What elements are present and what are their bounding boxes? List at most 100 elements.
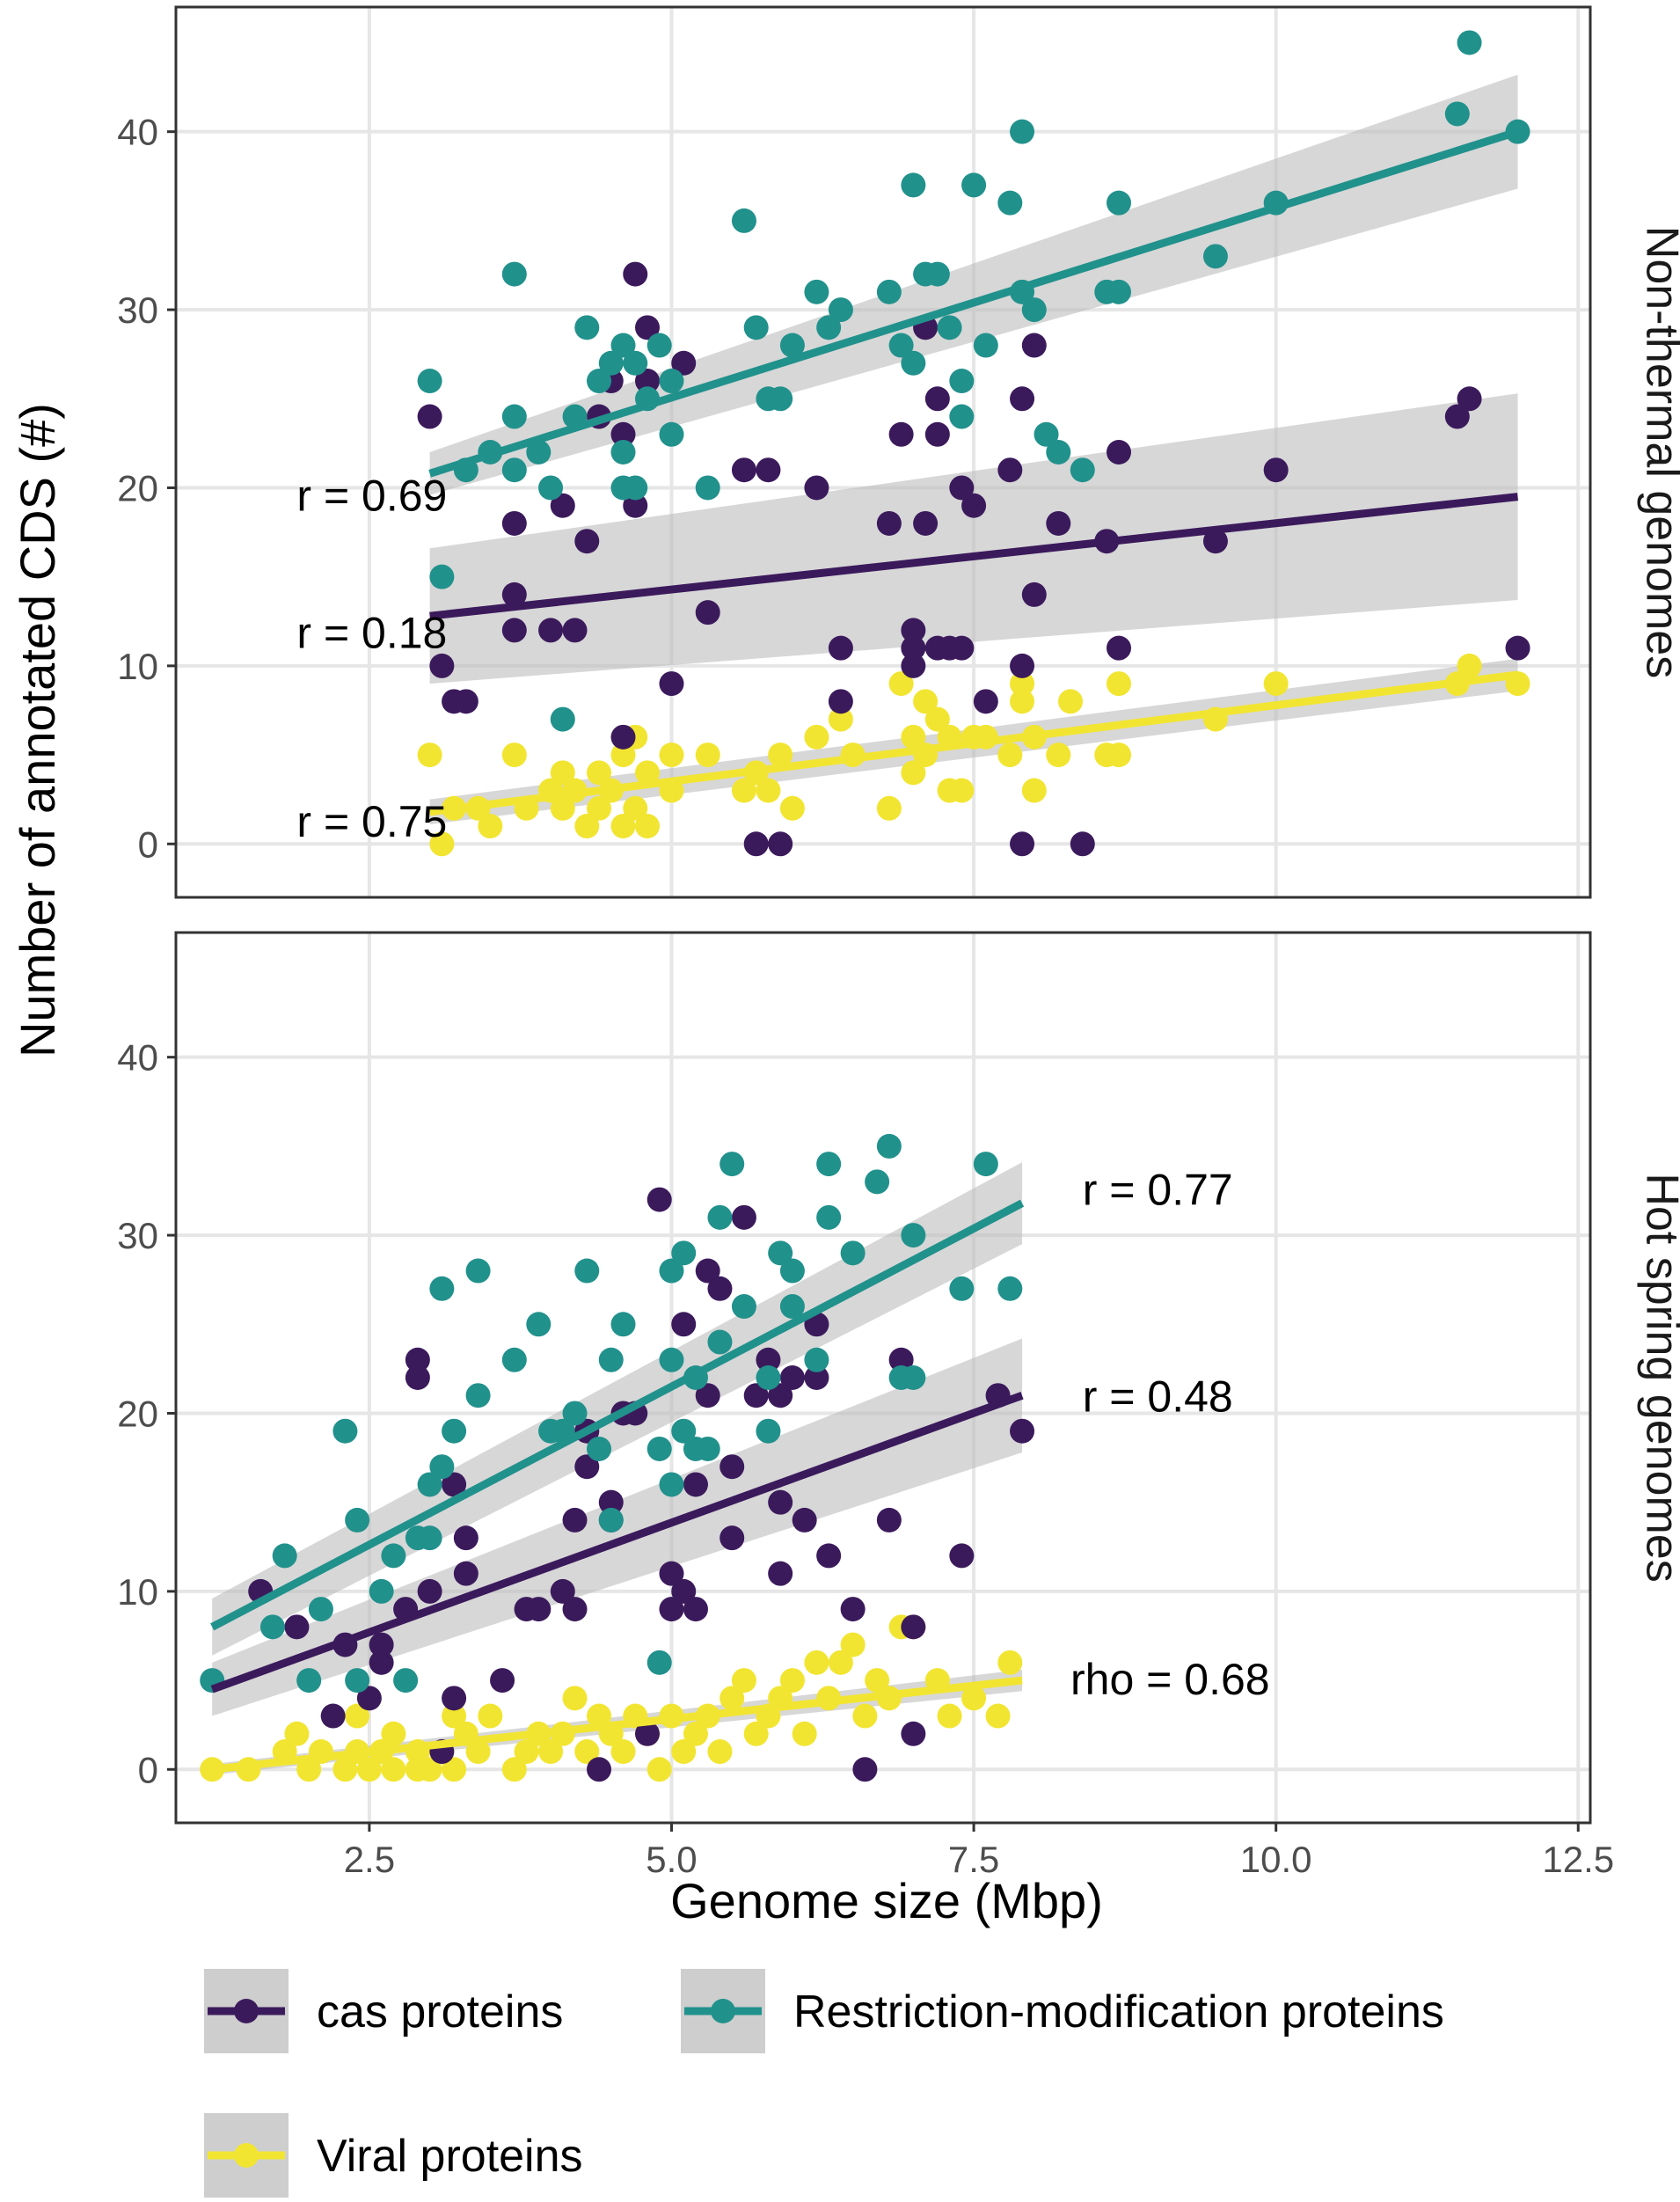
rm-point bbox=[696, 475, 720, 500]
cas-point bbox=[502, 618, 527, 642]
rm-point bbox=[611, 1312, 636, 1336]
viral-point bbox=[381, 1722, 405, 1746]
panel-strip-label: Non-thermal genomes bbox=[1637, 226, 1680, 678]
cas-point bbox=[889, 422, 914, 447]
rm-point bbox=[369, 1579, 394, 1604]
correlation-annotation: r = 0.18 bbox=[296, 608, 447, 657]
rm-point bbox=[659, 369, 683, 393]
x-axis-title: Genome size (Mbp) bbox=[670, 1873, 1103, 1928]
rm-point bbox=[671, 1240, 696, 1265]
viral-point bbox=[502, 743, 527, 767]
y-tick-label: 30 bbox=[117, 1215, 158, 1256]
cas-point bbox=[321, 1704, 346, 1729]
rm-point bbox=[997, 1277, 1022, 1301]
rm-point bbox=[429, 1454, 454, 1479]
cas-point bbox=[768, 1562, 793, 1586]
panel-strip-label: Hot spring genomes bbox=[1637, 1173, 1680, 1582]
cas-point bbox=[901, 654, 925, 678]
cas-point bbox=[816, 1543, 841, 1568]
rm-point bbox=[1203, 244, 1228, 268]
rm-point bbox=[732, 1294, 756, 1319]
y-tick-label: 10 bbox=[117, 646, 158, 687]
rm-point bbox=[925, 262, 950, 287]
rm-point bbox=[418, 369, 442, 393]
cas-point bbox=[563, 618, 588, 642]
rm-point bbox=[466, 1383, 491, 1408]
rm-point bbox=[877, 1134, 902, 1159]
legend-key-point bbox=[234, 1999, 259, 2023]
rm-point bbox=[429, 1277, 454, 1301]
viral-point bbox=[696, 743, 720, 767]
y-tick-label: 40 bbox=[117, 1037, 158, 1079]
rm-point bbox=[405, 1525, 430, 1550]
rm-point bbox=[309, 1597, 333, 1621]
cas-point bbox=[647, 1188, 672, 1212]
rm-point bbox=[296, 1668, 321, 1693]
rm-point bbox=[260, 1614, 285, 1639]
rm-point bbox=[563, 1401, 588, 1425]
cas-point bbox=[454, 1525, 478, 1550]
rm-point bbox=[332, 1419, 357, 1444]
cas-point bbox=[442, 1686, 466, 1710]
rm-point bbox=[901, 1365, 925, 1390]
rm-point bbox=[949, 1277, 974, 1301]
viral-point bbox=[284, 1722, 309, 1746]
correlation-annotation: r = 0.48 bbox=[1083, 1372, 1233, 1421]
cas-point bbox=[877, 511, 902, 536]
rm-point bbox=[841, 1240, 866, 1265]
viral-point bbox=[647, 1757, 672, 1781]
rm-point bbox=[938, 315, 962, 340]
cas-point bbox=[829, 636, 853, 661]
legend-label: Viral proteins bbox=[317, 2131, 583, 2182]
cas-point bbox=[925, 386, 950, 411]
rm-point bbox=[901, 172, 925, 197]
cas-point bbox=[1107, 440, 1131, 465]
rm-point bbox=[659, 422, 683, 447]
cas-point bbox=[744, 831, 769, 856]
rm-point bbox=[442, 1419, 466, 1444]
cas-point bbox=[1010, 386, 1034, 411]
rm-point bbox=[974, 1152, 998, 1176]
viral-point bbox=[1022, 779, 1047, 803]
viral-point bbox=[1010, 689, 1034, 713]
rm-point bbox=[526, 1312, 551, 1336]
cas-point bbox=[732, 457, 756, 482]
rm-point bbox=[997, 191, 1022, 216]
cas-point bbox=[418, 1579, 442, 1604]
cas-point bbox=[587, 1757, 611, 1781]
cas-point bbox=[454, 1562, 478, 1586]
rm-point bbox=[816, 1205, 841, 1230]
cas-point bbox=[1010, 831, 1034, 856]
rm-point bbox=[1070, 457, 1095, 482]
viral-point bbox=[418, 743, 442, 767]
viral-point bbox=[756, 779, 780, 803]
cas-point bbox=[732, 1205, 756, 1230]
viral-point bbox=[877, 796, 902, 821]
viral-point bbox=[1058, 689, 1083, 713]
rm-point bbox=[611, 440, 636, 465]
legend-key-point bbox=[234, 2143, 259, 2168]
cas-point bbox=[574, 529, 599, 553]
rm-point bbox=[623, 475, 647, 500]
rm-point bbox=[345, 1668, 369, 1693]
correlation-annotation: rho = 0.68 bbox=[1070, 1655, 1270, 1704]
rm-point bbox=[599, 1508, 624, 1533]
rm-point bbox=[599, 1348, 624, 1372]
rm-point bbox=[1022, 297, 1047, 322]
cas-point bbox=[804, 475, 829, 500]
legend-key-point bbox=[711, 1999, 735, 2023]
cas-point bbox=[418, 405, 442, 429]
cas-point bbox=[659, 671, 683, 696]
viral-point bbox=[997, 743, 1022, 767]
y-axis-title: Number of annotated CDS (#) bbox=[10, 403, 65, 1057]
rm-point bbox=[719, 1152, 744, 1176]
rm-point bbox=[551, 707, 575, 732]
cas-point bbox=[671, 1312, 696, 1336]
rm-point bbox=[829, 297, 853, 322]
rm-point bbox=[816, 1152, 841, 1176]
cas-point bbox=[611, 725, 636, 750]
cas-point bbox=[974, 689, 998, 713]
